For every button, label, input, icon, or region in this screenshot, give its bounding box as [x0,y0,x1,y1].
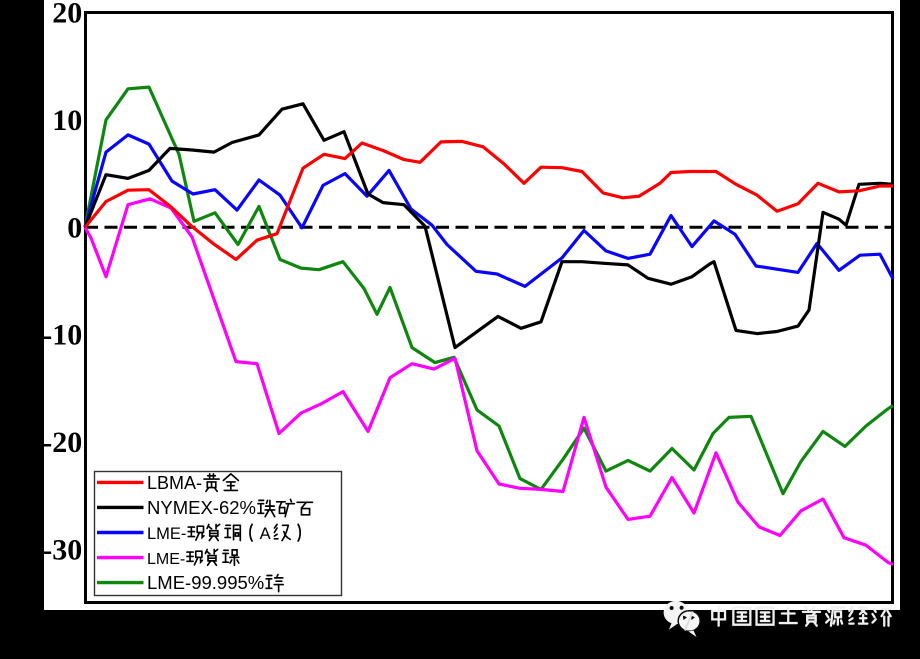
svg-text:A: A [260,525,271,543]
svg-text:LME-: LME- [147,525,186,543]
svg-text:-30: -30 [42,534,82,567]
svg-text:LBMA-: LBMA- [147,473,202,493]
svg-text:-20: -20 [42,426,82,459]
svg-text:LME-99.995%: LME-99.995% [147,572,264,593]
svg-text:0: 0 [67,211,82,244]
svg-text:NYMEX-62%: NYMEX-62% [147,497,256,518]
svg-text:-10: -10 [42,319,82,352]
svg-text:10: 10 [52,104,82,137]
svg-text:LME-: LME- [147,551,185,568]
svg-text:20: 20 [52,0,82,30]
